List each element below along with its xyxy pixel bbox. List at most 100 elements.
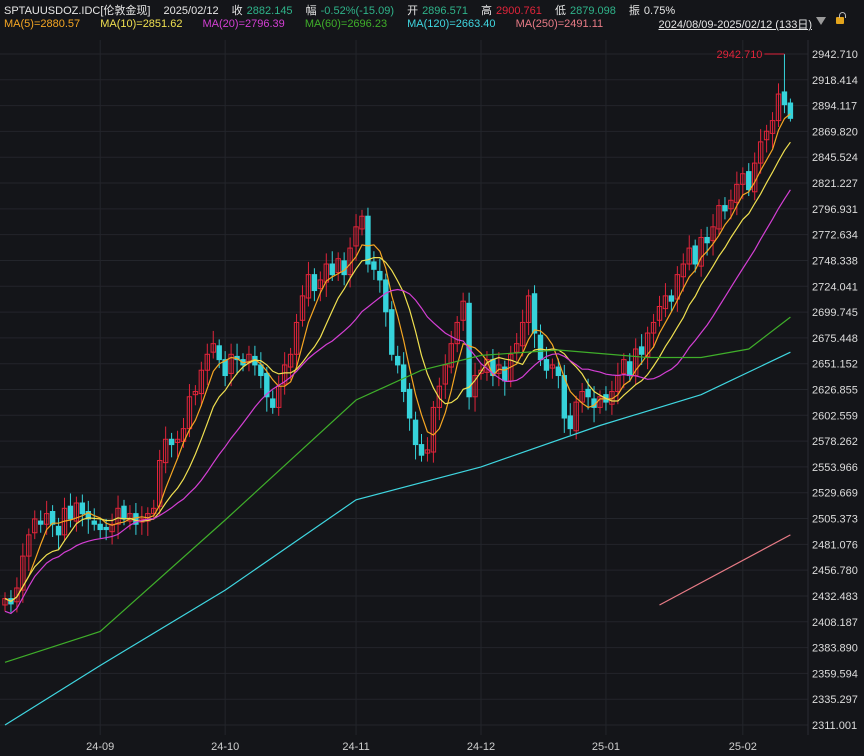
candle-down xyxy=(704,236,710,244)
candle-down xyxy=(168,438,175,446)
candle-down xyxy=(341,260,347,276)
candle-up xyxy=(644,332,651,357)
ma5-line xyxy=(4,113,791,602)
candle-up xyxy=(162,438,169,464)
y-tick-label: 2675.448 xyxy=(812,333,858,345)
candle-up xyxy=(436,385,443,408)
candle-down xyxy=(121,505,127,520)
candle-up xyxy=(317,279,324,289)
candle-down xyxy=(79,502,86,515)
candle-up xyxy=(514,343,520,353)
candle-up xyxy=(454,321,460,345)
x-tick-label: 24-12 xyxy=(467,741,495,753)
candle-down xyxy=(585,388,591,398)
candle-down xyxy=(561,375,567,419)
candle-down xyxy=(466,302,472,398)
y-tick-label: 2772.634 xyxy=(812,230,858,242)
y-tick-label: 2845.524 xyxy=(812,152,858,164)
y-tick-label: 2311.001 xyxy=(812,720,857,732)
candle-up xyxy=(109,523,115,533)
candle-up xyxy=(430,406,437,453)
y-tick-label: 2481.076 xyxy=(812,539,858,551)
y-tick-label: 2553.966 xyxy=(812,462,858,474)
candle-down xyxy=(264,372,270,398)
candle-down xyxy=(371,261,377,270)
candle-down xyxy=(567,415,573,430)
candle-down xyxy=(222,359,228,377)
candle-up xyxy=(14,587,20,603)
candle-down xyxy=(531,293,538,334)
y-tick-label: 2456.780 xyxy=(812,565,858,577)
candle-up xyxy=(287,353,294,368)
ma60-legend: MA(60)=2696.23 xyxy=(304,18,388,30)
candle-down xyxy=(746,171,752,191)
ma60-line xyxy=(4,316,791,663)
x-tick-label: 25-01 xyxy=(592,741,620,753)
candle-down xyxy=(395,355,401,366)
candle-down xyxy=(781,91,788,106)
open-value: 2896.571 xyxy=(422,5,468,17)
candle-up xyxy=(359,215,365,230)
y-tick-label: 2359.594 xyxy=(812,668,858,680)
candle-up xyxy=(115,507,121,525)
lock-icon[interactable] xyxy=(836,12,846,24)
candle-up xyxy=(710,226,716,242)
candle-up xyxy=(525,295,532,323)
y-tick-label: 2383.890 xyxy=(812,643,858,655)
candle-up xyxy=(73,502,80,522)
ma120-line xyxy=(4,351,791,726)
quote-header: SPTAUUSDOZ.IDC[伦敦金现] 2025/02/12 收 2882.14… xyxy=(4,2,679,18)
x-tick-label: 24-11 xyxy=(342,741,369,753)
date-range-selector[interactable]: 2024/08/09-2025/02/12 (133日) xyxy=(658,19,812,31)
y-tick-label: 2869.820 xyxy=(812,126,858,138)
candle-up xyxy=(32,518,38,534)
candle-up xyxy=(281,364,288,385)
candle-up xyxy=(198,369,205,395)
x-tick-label: 24-10 xyxy=(211,741,239,753)
candle-up xyxy=(775,93,782,122)
candle-down xyxy=(103,526,109,531)
change-label: 幅 xyxy=(305,5,317,17)
ma-legend: MA(5)=2880.57 MA(10)=2851.62 MA(20)=2796… xyxy=(4,18,620,30)
candle-down xyxy=(383,279,389,313)
high-value: 2900.761 xyxy=(496,5,542,17)
candle-up xyxy=(656,305,663,321)
high-label: 高 xyxy=(481,5,493,17)
y-tick-label: 2335.297 xyxy=(812,694,858,706)
ma5-legend: MA(5)=2880.57 xyxy=(4,18,81,30)
candle-down xyxy=(692,245,698,265)
y-tick-label: 2408.187 xyxy=(812,617,858,629)
dropdown-triangle-icon[interactable] xyxy=(816,17,826,25)
candle-up xyxy=(305,274,312,299)
y-tick-label: 2894.117 xyxy=(812,101,857,113)
y-tick-label: 2626.855 xyxy=(812,385,858,397)
candle-down xyxy=(406,388,413,419)
candle-up xyxy=(192,390,199,396)
candle-up xyxy=(579,390,585,403)
candle-up xyxy=(2,598,8,606)
candle-down xyxy=(412,419,419,446)
candle-up xyxy=(763,130,770,141)
candle-up xyxy=(650,321,657,334)
candle-up xyxy=(204,353,211,371)
ma250-legend: MA(250)=2491.11 xyxy=(515,18,604,30)
candle-down xyxy=(638,346,645,355)
candle-up xyxy=(448,343,454,368)
y-tick-label: 2699.745 xyxy=(812,307,858,319)
candle-up xyxy=(460,300,466,321)
candle-down xyxy=(270,398,276,408)
candle-up xyxy=(20,555,26,591)
candle-up xyxy=(716,205,722,230)
candle-down xyxy=(627,361,633,377)
candle-up xyxy=(686,247,692,265)
y-tick-label: 2918.414 xyxy=(812,75,858,87)
candle-up xyxy=(424,449,431,454)
candle-up xyxy=(734,183,740,203)
y-tick-label: 2821.227 xyxy=(812,178,858,190)
y-tick-label: 2602.559 xyxy=(812,410,858,422)
low-label: 低 xyxy=(554,5,566,17)
amp-label: 振 xyxy=(628,5,640,17)
candle-down xyxy=(543,359,550,371)
date: 2025/02/12 xyxy=(163,5,219,17)
